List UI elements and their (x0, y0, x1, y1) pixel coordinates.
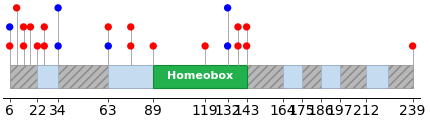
Bar (283, 65, 302, 88)
Point (127, 26, 134, 28)
Point (20, 45, 27, 47)
Point (105, 26, 112, 28)
Point (224, 45, 231, 47)
Point (20, 26, 27, 28)
Point (55, 45, 61, 47)
Bar (366, 65, 388, 88)
Point (55, 7, 61, 9)
Point (13, 7, 20, 9)
Point (224, 7, 231, 9)
Point (234, 26, 241, 28)
Bar (108, 65, 153, 88)
Point (6, 26, 13, 28)
Point (243, 26, 250, 28)
Point (41, 45, 48, 47)
Point (234, 45, 241, 47)
Point (202, 45, 209, 47)
Bar (153, 65, 247, 88)
Bar (321, 65, 340, 88)
Point (243, 45, 250, 47)
Point (27, 26, 34, 28)
Point (150, 45, 157, 47)
Point (41, 26, 48, 28)
Point (105, 45, 112, 47)
Text: Homeobox: Homeobox (167, 71, 233, 81)
Point (6, 45, 13, 47)
Bar (10, 65, 413, 88)
Point (34, 45, 41, 47)
Bar (37, 65, 58, 88)
Point (409, 45, 416, 47)
Point (127, 45, 134, 47)
